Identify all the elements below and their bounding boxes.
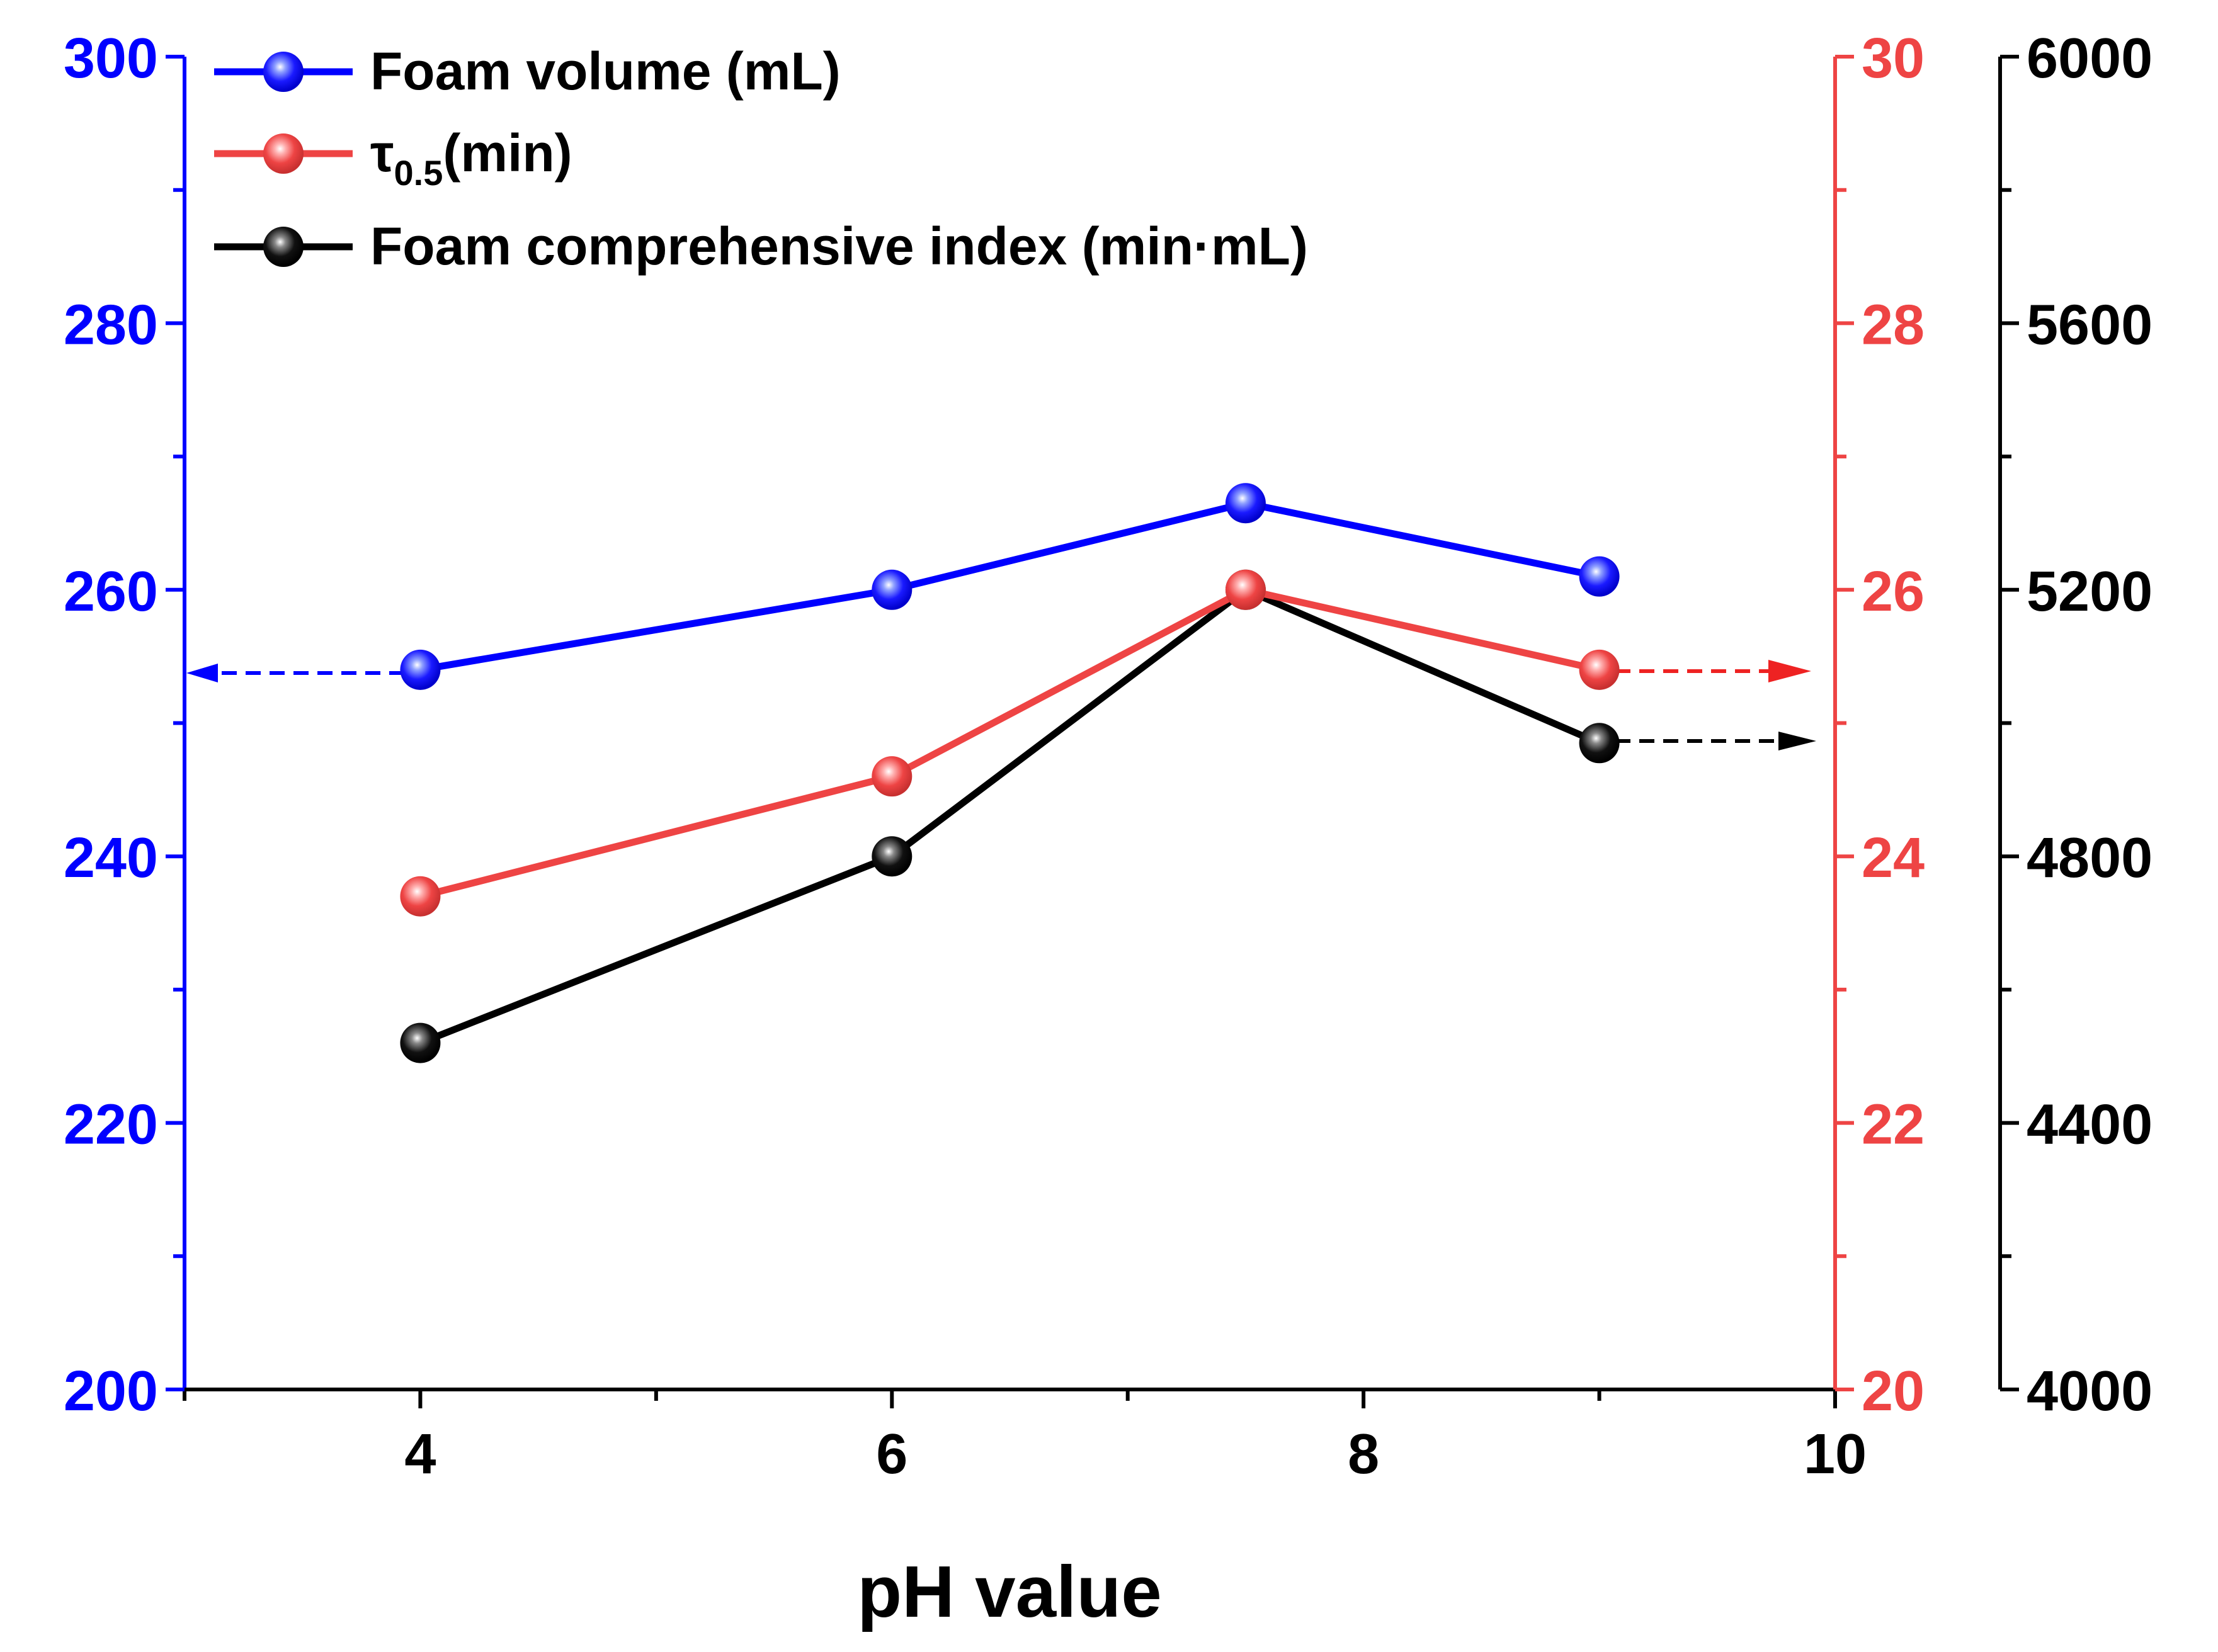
legend: Foam volume (mL) τ0.5(min) Foam comprehe… xyxy=(214,42,1308,276)
legend-marker-tau xyxy=(263,133,304,174)
legend-label-tau: τ0.5(min) xyxy=(370,123,572,193)
data-point-tau xyxy=(400,876,441,917)
right-outer-tick-label: 5600 xyxy=(2027,293,2153,356)
right-outer-tick-label: 4800 xyxy=(2027,827,2153,890)
x-tick-label: 6 xyxy=(876,1423,907,1486)
legend-label-foam-volume: Foam volume (mL) xyxy=(370,42,841,101)
legend-marker-foam-volume xyxy=(263,52,304,92)
right-outer-tick-label: 4000 xyxy=(2027,1360,2153,1423)
red-arrow-head xyxy=(1768,660,1811,682)
left-tick-label: 300 xyxy=(64,27,158,90)
data-point-tau xyxy=(872,756,913,797)
x-axis-title: pH value xyxy=(857,1551,1161,1632)
legend-label-tau-rest: (min) xyxy=(443,123,572,183)
series-line-tau xyxy=(419,586,1600,900)
x-tick-label: 10 xyxy=(1804,1423,1867,1486)
left-tick-label: 220 xyxy=(64,1094,158,1157)
ticks-layer xyxy=(166,55,2019,1408)
x-tick-label: 4 xyxy=(404,1423,436,1486)
legend-label-tau-sub: 0.5 xyxy=(394,153,443,193)
data-point-foam-volume xyxy=(872,569,913,610)
data-point-foam-volume xyxy=(1225,483,1266,524)
data-point-foam-index xyxy=(1579,723,1620,764)
series-line-foam-index xyxy=(419,586,1601,1046)
right-inner-tick-label: 22 xyxy=(1862,1094,1925,1157)
left-tick-label: 240 xyxy=(64,827,158,890)
right-inner-tick-label: 26 xyxy=(1862,560,1925,623)
data-point-foam-index xyxy=(400,1022,441,1063)
right-inner-tick-label: 24 xyxy=(1862,827,1925,890)
axis-indicator-arrows xyxy=(186,660,1816,750)
tick-labels-layer: 4 6 8 10 200 220 240 260 280 300 20 22 24 26 28 30 4000 4… xyxy=(64,27,2153,1486)
legend-marker-foam-index xyxy=(263,227,304,267)
right-inner-tick-label: 30 xyxy=(1862,27,1925,90)
x-tick-label: 8 xyxy=(1348,1423,1379,1486)
blue-arrow-head xyxy=(186,664,218,682)
data-point-tau xyxy=(1225,569,1266,610)
right-outer-tick-label: 6000 xyxy=(2027,27,2153,90)
series-layer xyxy=(400,483,1620,1063)
left-tick-label: 280 xyxy=(64,293,158,356)
right-outer-tick-label: 4400 xyxy=(2027,1094,2153,1157)
legend-label-tau-main: τ xyxy=(370,123,394,183)
data-point-tau xyxy=(1579,649,1620,690)
right-outer-tick-label: 5200 xyxy=(2027,560,2153,623)
data-point-foam-volume xyxy=(400,649,441,690)
legend-label-foam-index: Foam comprehensive index (min·mL) xyxy=(370,217,1308,276)
right-inner-tick-label: 28 xyxy=(1862,293,1925,356)
data-point-foam-volume xyxy=(1579,556,1620,597)
right-inner-tick-label: 20 xyxy=(1862,1360,1925,1423)
left-tick-label: 200 xyxy=(64,1360,158,1423)
data-point-foam-index xyxy=(872,836,913,877)
left-tick-label: 260 xyxy=(64,560,158,623)
series-line-foam-volume xyxy=(419,499,1600,674)
black-arrow-head xyxy=(1778,732,1816,750)
